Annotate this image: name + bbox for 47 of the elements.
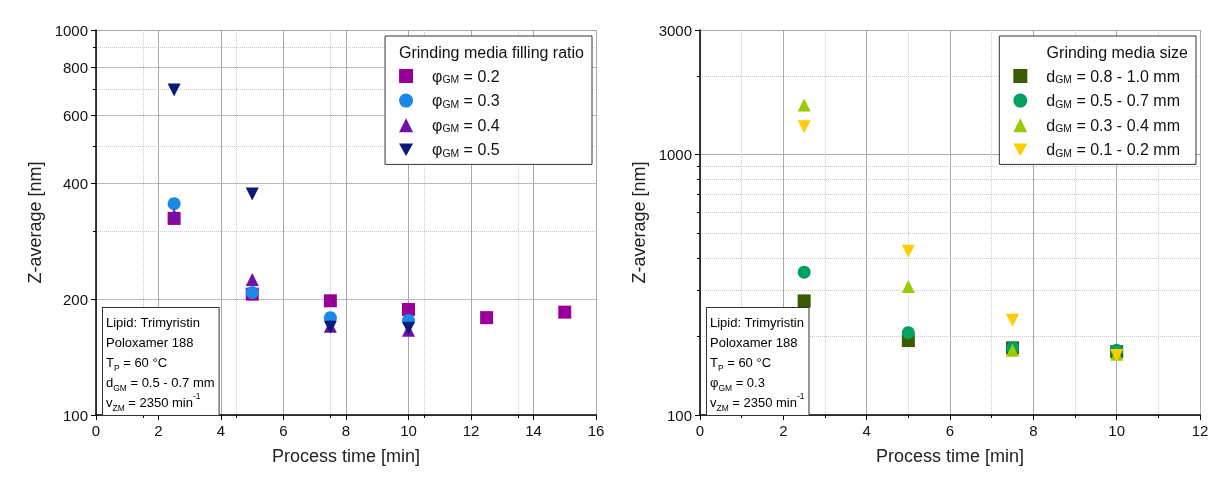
point xyxy=(797,120,811,134)
legend-title: Grinding media size xyxy=(1046,43,1189,61)
x-tick-label: 16 xyxy=(587,422,605,439)
point xyxy=(323,294,337,308)
x-tick-label: 6 xyxy=(945,422,955,439)
x-tick-label: 10 xyxy=(1108,422,1126,439)
x-tick-label: 2 xyxy=(779,422,788,439)
point xyxy=(480,311,494,325)
x-tick-label: 0 xyxy=(91,422,101,439)
point xyxy=(245,187,259,201)
point xyxy=(901,326,915,340)
y-tick-label: 100 xyxy=(62,406,88,424)
x-tick-label: 4 xyxy=(216,422,226,439)
y-tick-label: 100 xyxy=(666,406,692,424)
x-tick-label: 0 xyxy=(695,422,705,439)
x-tick-label: 12 xyxy=(1191,422,1209,439)
x-tick-label: 2 xyxy=(154,422,163,439)
y-axis-title: Z-average [nm] xyxy=(24,161,45,284)
point xyxy=(1006,313,1019,327)
point xyxy=(167,197,181,211)
y-tick-label: 800 xyxy=(62,58,88,76)
x-tick-label: 14 xyxy=(525,422,542,439)
point xyxy=(797,294,811,308)
point xyxy=(797,265,811,279)
x-tick-label: 8 xyxy=(341,422,351,439)
y-tick-label: 1000 xyxy=(54,21,88,39)
y-tick-label: 3000 xyxy=(658,21,692,39)
x-tick-label: 8 xyxy=(1029,422,1038,439)
x-axis-title: Process time [min] xyxy=(271,446,421,466)
y-tick-label: 1000 xyxy=(658,145,692,163)
x-tick-label: 10 xyxy=(400,422,417,439)
point xyxy=(402,302,415,316)
legend-title: Grinding media filling ratio xyxy=(399,43,585,61)
point xyxy=(797,98,811,112)
point xyxy=(167,83,181,97)
x-tick-label: 6 xyxy=(279,422,288,439)
point xyxy=(245,272,259,286)
point xyxy=(901,280,915,294)
y-axis-title: Z-average [nm] xyxy=(628,161,649,284)
y-tick-label: 200 xyxy=(62,290,88,308)
point xyxy=(558,305,572,319)
point xyxy=(901,244,915,258)
x-tick-label: 12 xyxy=(462,422,480,439)
y-tick-label: 400 xyxy=(62,174,88,192)
y-tick-label: 600 xyxy=(62,106,88,124)
x-axis-title: Process time [min] xyxy=(875,446,1025,466)
x-tick-label: 4 xyxy=(862,422,871,439)
